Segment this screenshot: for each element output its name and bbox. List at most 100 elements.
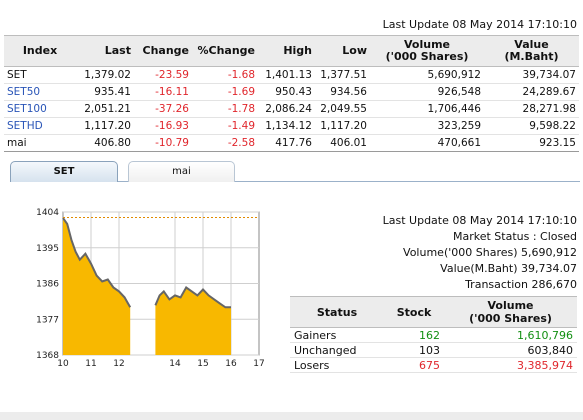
chart-x-tick: 14 [169, 359, 181, 368]
chart-x-tick: 17 [253, 359, 264, 368]
chart-area [63, 218, 131, 355]
index-volume: 470,661 [370, 134, 484, 152]
index-pct-change: -1.49 [192, 117, 258, 135]
tab-mai[interactable]: mai [128, 161, 235, 182]
col-high: High [258, 35, 315, 67]
index-last: 1,117.20 [76, 117, 134, 135]
status-volume: 603,840 [444, 342, 577, 358]
chart-y-tick: 1404 [36, 208, 59, 218]
index-change: -23.59 [134, 66, 192, 84]
index-change: -16.11 [134, 83, 192, 101]
status-stock: 103 [384, 342, 444, 358]
col-value: Value (M.Baht) [484, 35, 579, 67]
index-high: 417.76 [258, 134, 315, 152]
chart-y-tick: 1395 [36, 244, 59, 254]
index-low: 1,117.20 [315, 117, 370, 135]
chart-y-tick: 1377 [36, 315, 59, 325]
index-pct-change: -1.78 [192, 100, 258, 118]
col-last: Last [76, 35, 134, 67]
index-change: -16.93 [134, 117, 192, 135]
chart-line [62, 217, 132, 308]
market-volume: Volume('000 Shares) 5,690,912 [403, 246, 577, 259]
status-label: Unchanged [290, 342, 384, 358]
index-pct-change: -1.69 [192, 83, 258, 101]
index-last: 406.80 [76, 134, 134, 152]
index-name-link[interactable]: SET100 [4, 100, 76, 118]
market-last-update: Last Update 08 May 2014 17:10:10 [382, 214, 577, 227]
table-row: Losers 675 3,385,974 [290, 357, 577, 373]
index-low: 1,377.51 [315, 66, 370, 84]
status-volume: 1,610,796 [444, 327, 577, 343]
table-row: SET 1,379.02 -23.59 -1.68 1,401.13 1,377… [4, 66, 579, 84]
col-status-volume: Volume ('000 Shares) [444, 296, 577, 328]
chart-x-tick: 10 [57, 359, 69, 368]
status-table: Status Stock Volume ('000 Shares) Gainer… [290, 296, 577, 373]
index-last: 1,379.02 [76, 66, 134, 84]
index-name-link[interactable]: SETHD [4, 117, 76, 135]
market-info: Last Update 08 May 2014 17:10:10 Market … [383, 213, 577, 293]
index-last: 935.41 [76, 83, 134, 101]
col-stock: Stock [384, 296, 444, 328]
intraday-chart: 1404 1395 1386 1377 1368 10 11 12 14 15 16 17 [30, 208, 266, 368]
index-high: 1,401.13 [258, 66, 315, 84]
col-pct-change: %Change [192, 35, 258, 67]
chart-y-tick: 1368 [36, 351, 59, 361]
chart-line [154, 286, 231, 309]
index-low: 934.56 [315, 83, 370, 101]
index-table: Index Last Change %Change High Low Volum… [4, 35, 579, 152]
status-stock: 675 [384, 357, 444, 373]
index-low: 406.01 [315, 134, 370, 152]
index-high: 950.43 [258, 83, 315, 101]
table-row: SET100 2,051.21 -37.26 -1.78 2,086.24 2,… [4, 100, 579, 118]
index-volume: 5,690,912 [370, 66, 484, 84]
chart-area [155, 287, 231, 355]
index-low: 2,049.55 [315, 100, 370, 118]
index-volume: 1,706,446 [370, 100, 484, 118]
col-change: Change [134, 35, 192, 67]
index-table-header: Index Last Change %Change High Low Volum… [4, 35, 579, 67]
index-volume: 323,259 [370, 117, 484, 135]
status-label: Gainers [290, 327, 384, 343]
market-transaction: Transaction 286,670 [465, 278, 577, 291]
col-volume: Volume ('000 Shares) [370, 35, 484, 67]
index-last: 2,051.21 [76, 100, 134, 118]
index-value: 24,289.67 [484, 83, 579, 101]
table-row: Gainers 162 1,610,796 [290, 327, 577, 343]
table-row: Unchanged 103 603,840 [290, 342, 577, 358]
table-row: SET50 935.41 -16.11 -1.69 950.43 934.56 … [4, 83, 579, 101]
index-name[interactable]: mai [4, 134, 76, 152]
index-value: 923.15 [484, 134, 579, 152]
market-value: Value(M.Baht) 39,734.07 [440, 262, 577, 275]
index-value: 9,598.22 [484, 117, 579, 135]
index-change: -10.79 [134, 134, 192, 152]
col-low: Low [315, 35, 370, 67]
index-high: 2,086.24 [258, 100, 315, 118]
index-pct-change: -2.58 [192, 134, 258, 152]
index-pct-change: -1.68 [192, 66, 258, 84]
col-index: Index [4, 35, 76, 67]
status-stock: 162 [384, 327, 444, 343]
index-value: 28,271.98 [484, 100, 579, 118]
index-value: 39,734.07 [484, 66, 579, 84]
index-name[interactable]: SET [4, 66, 76, 84]
col-status: Status [290, 296, 384, 328]
index-volume: 926,548 [370, 83, 484, 101]
tab-set[interactable]: SET [10, 161, 118, 182]
chart-x-tick: 12 [113, 359, 124, 368]
index-tabs: SET mai [10, 161, 580, 182]
index-change: -37.26 [134, 100, 192, 118]
index-name-link[interactable]: SET50 [4, 83, 76, 101]
chart-y-tick: 1386 [36, 280, 59, 290]
index-high: 1,134.12 [258, 117, 315, 135]
chart-x-tick: 11 [85, 359, 96, 368]
status-table-header: Status Stock Volume ('000 Shares) [290, 296, 577, 328]
bottom-bar [0, 412, 583, 420]
last-update-top: Last Update 08 May 2014 17:10:10 [382, 18, 577, 31]
status-label: Losers [290, 357, 384, 373]
table-row: mai 406.80 -10.79 -2.58 417.76 406.01 47… [4, 134, 579, 152]
chart-x-tick: 15 [197, 359, 208, 368]
chart-x-tick: 16 [225, 359, 237, 368]
status-volume: 3,385,974 [444, 357, 577, 373]
market-status: Market Status : Closed [452, 230, 577, 243]
